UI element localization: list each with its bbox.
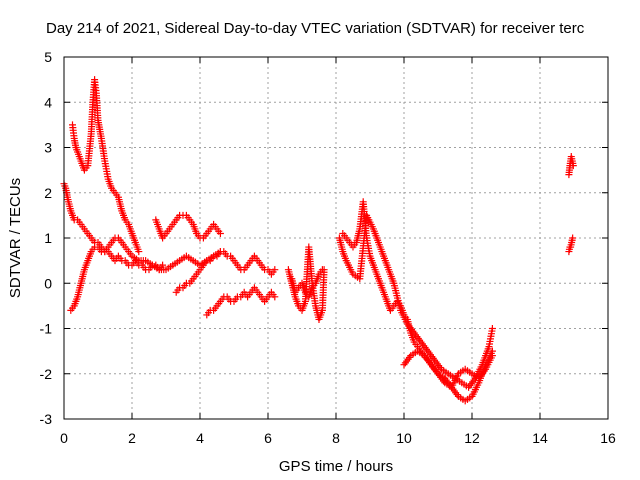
y-tick-label: 5 (44, 49, 52, 65)
data-point (488, 325, 496, 332)
data-point (159, 261, 167, 269)
x-tick-label: 14 (532, 430, 548, 446)
x-tick-label: 6 (264, 430, 272, 446)
x-tick-label: 10 (396, 430, 412, 446)
data-series (67, 234, 224, 314)
x-tick-label: 16 (600, 430, 616, 446)
y-axis-label: SDTVAR / TECUs (7, 178, 24, 298)
data-point (318, 266, 326, 274)
data-series (69, 76, 143, 256)
data-point (569, 162, 577, 170)
data-series (565, 153, 577, 179)
x-tick-labels: 0 2 4 6 8 10 12 14 16 (60, 57, 616, 446)
y-tick-labels: -3 -2 -1 0 1 2 3 4 5 (40, 49, 608, 427)
y-tick-label: 3 (44, 140, 52, 156)
x-tick-label: 12 (464, 430, 480, 446)
plot-frame (63, 56, 609, 420)
data-series (288, 266, 326, 301)
x-tick-label: 8 (332, 430, 340, 446)
y-tick-label: 1 (44, 230, 52, 246)
data-point (488, 352, 496, 360)
chart-title: Day 214 of 2021, Sidereal Day-to-day VTE… (46, 20, 585, 37)
data-series (60, 180, 167, 274)
x-tick-label: 2 (128, 430, 136, 446)
data-series (400, 347, 496, 391)
y-tick-label: -2 (40, 366, 53, 382)
data-series (152, 211, 224, 242)
data-point (216, 229, 224, 237)
data-point (271, 266, 279, 274)
x-tick-label: 4 (196, 430, 204, 446)
data-point (271, 293, 279, 301)
data-series (172, 248, 279, 296)
grid-lines (64, 57, 608, 419)
x-tick-label: 0 (60, 430, 68, 446)
x-axis-label: GPS time / hours (279, 458, 393, 475)
data-series (565, 234, 577, 256)
y-tick-label: 4 (44, 94, 52, 110)
y-tick-label: -1 (40, 321, 53, 337)
y-tick-label: 2 (44, 185, 52, 201)
data-point (569, 234, 577, 242)
y-tick-label: -3 (40, 411, 53, 427)
data-points (60, 76, 577, 405)
data-series (335, 211, 496, 391)
y-tick-label: 0 (44, 275, 52, 291)
data-series (203, 284, 279, 319)
data-point (135, 248, 143, 256)
